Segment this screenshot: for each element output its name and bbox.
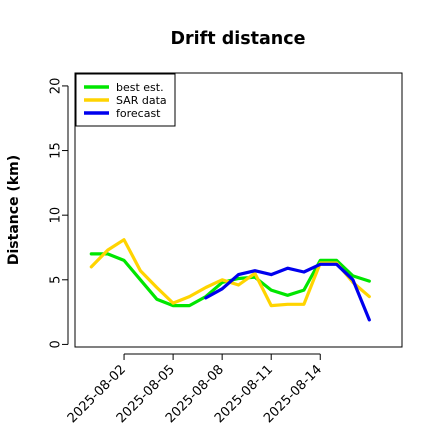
y-tick-label: 20 bbox=[49, 78, 64, 95]
y-axis: 0 5 10 15 20 bbox=[49, 78, 69, 349]
y-tick-label: 5 bbox=[49, 276, 64, 284]
series-line-forecast bbox=[204, 262, 371, 322]
chart-title: Drift distance bbox=[170, 29, 305, 49]
y-tick-label: 10 bbox=[49, 207, 64, 224]
y-axis-label: Distance (km) bbox=[6, 155, 22, 265]
plot-frame bbox=[74, 72, 403, 348]
legend-label: best est. bbox=[116, 81, 164, 94]
y-tick-label: 0 bbox=[49, 340, 64, 348]
legend-label: SAR data bbox=[116, 94, 167, 107]
plot-lines bbox=[89, 238, 371, 322]
y-tick-label: 15 bbox=[49, 142, 64, 159]
legend-label: forecast bbox=[116, 107, 161, 120]
